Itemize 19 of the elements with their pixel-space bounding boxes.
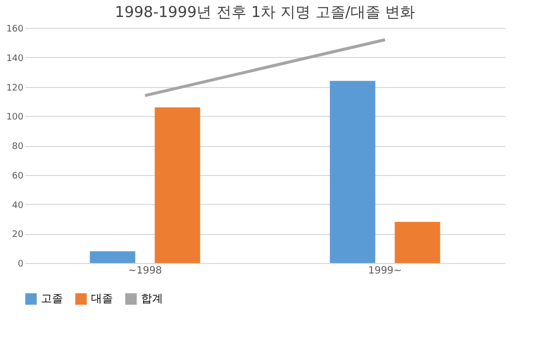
legend-label: 고졸 xyxy=(41,292,63,305)
y-tick-label: 80 xyxy=(12,142,24,152)
y-tick-label: 120 xyxy=(6,83,24,94)
bar xyxy=(394,222,440,263)
y-tick-label: 160 xyxy=(6,24,24,34)
chart-title: 1998-1999년 전후 1차 지명 고졸/대졸 변화 xyxy=(114,3,416,21)
legend-label: 합계 xyxy=(141,292,163,305)
y-tick-label: 40 xyxy=(12,200,24,211)
bar xyxy=(154,107,200,263)
y-tick-label: 100 xyxy=(6,112,24,123)
legend-label: 대졸 xyxy=(91,292,113,305)
y-tick-label: 140 xyxy=(6,54,24,64)
x-tick-label: ~1998 xyxy=(128,266,162,276)
y-tick-label: 60 xyxy=(12,171,24,182)
x-tick-label: 1999~ xyxy=(368,266,402,276)
y-tick-label: 20 xyxy=(12,230,24,240)
y-tick-label: 0 xyxy=(18,260,24,270)
bar xyxy=(330,80,376,263)
bar xyxy=(90,251,136,263)
